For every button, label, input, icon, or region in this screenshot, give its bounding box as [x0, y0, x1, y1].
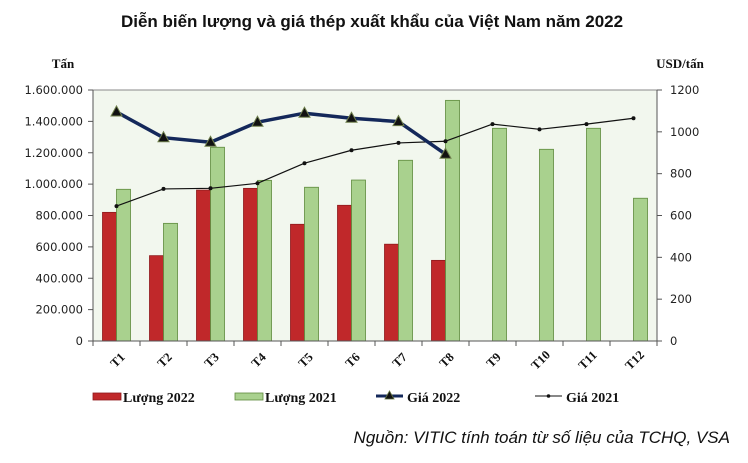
left-y-axis: 0 200.000 400.000 600.000 800.000 1.000.000 1.… [24, 83, 94, 348]
right-tick-label: 1000 [670, 125, 699, 139]
left-tick-label: 1.200.000 [24, 146, 83, 160]
right-y-axis: 0 200 400 600 800 1000 1200 [656, 83, 699, 348]
line-giá-2021 [116, 117, 634, 207]
x-tick-label: T1 [108, 350, 128, 370]
line-giá-2022 [115, 110, 447, 156]
dot-marker-icon [546, 394, 551, 398]
left-tick-label: 1.000.000 [24, 177, 83, 191]
chart-title: Diễn biến lượng và giá thép xuất khẩu củ… [121, 12, 623, 31]
bar-lượng-2021-t5 [304, 186, 319, 342]
x-tick-label: T12 [622, 348, 647, 373]
left-tick-label: 200.000 [35, 303, 83, 317]
triangle-marker-icon [251, 115, 264, 127]
triangle-marker-icon [439, 147, 452, 159]
right-tick-label: 200 [670, 292, 692, 306]
left-tick-label: 800.000 [35, 209, 83, 223]
triangle-marker-icon [110, 104, 123, 117]
bar-lượng-2021-t7 [398, 159, 413, 342]
legend-item-luong-2022: Lượng 2022 [92, 391, 195, 406]
triangle-marker-icon [157, 130, 170, 143]
x-tick-label: T3 [202, 350, 222, 370]
dot-marker-icon [114, 204, 119, 209]
left-tick-label: 400.000 [35, 271, 83, 285]
dot-marker-icon [537, 127, 542, 132]
right-tick-label: 800 [670, 167, 692, 181]
x-tick-label: T4 [249, 350, 270, 371]
bar-lượng-2022-t4 [243, 187, 258, 342]
x-tick-label: T6 [343, 350, 363, 370]
right-tick-label: 600 [670, 209, 692, 223]
left-tick-label: 600.000 [35, 240, 83, 254]
legend-item-gia-2021: Giá 2021 [535, 391, 619, 406]
left-tick-label: 1.600.000 [24, 83, 83, 97]
x-tick-label: T11 [576, 348, 600, 372]
dot-marker-icon [255, 181, 260, 186]
dot-marker-icon [208, 186, 213, 191]
dot-marker-icon [490, 122, 495, 127]
legend-swatch-green [234, 392, 264, 401]
bar-lượng-2021-t3 [210, 146, 225, 342]
bar-lượng-2021-t1 [116, 188, 131, 342]
dot-marker-icon [443, 139, 448, 144]
dot-marker-icon [631, 116, 636, 121]
bar-lượng-2021-t6 [351, 179, 366, 342]
bar-lượng-2022-t1 [102, 211, 117, 342]
legend-label: Lượng 2021 [265, 391, 337, 406]
legend-label: Giá 2022 [407, 391, 460, 406]
triangle-marker-icon [298, 106, 311, 118]
left-tick-label: 1.400.000 [24, 114, 83, 128]
dot-marker-icon [349, 148, 354, 153]
x-tick-label: T10 [528, 348, 553, 373]
x-tick-label: T2 [155, 350, 175, 370]
bar-lượng-2021-t2 [163, 222, 178, 342]
legend-item-gia-2022: Giá 2022 [376, 390, 460, 406]
bar-lượng-2021-t12 [633, 197, 648, 342]
legend: Lượng 2022 Lượng 2021 Giá 2022 Giá 2021 [92, 390, 619, 406]
dot-marker-icon [584, 122, 589, 127]
bar-lượng-2022-t7 [384, 243, 399, 342]
x-tick-label: T7 [390, 350, 410, 370]
bar-series [102, 99, 648, 342]
triangle-marker-icon [392, 114, 405, 127]
right-tick-label: 1200 [670, 83, 699, 97]
triangle-marker-icon [345, 111, 358, 123]
x-tick-label: T5 [296, 350, 316, 370]
left-axis-unit: Tấn [52, 56, 75, 71]
bar-lượng-2021-t4 [257, 179, 272, 342]
dot-marker-icon [302, 161, 307, 166]
dot-marker-icon [396, 140, 401, 145]
bar-lượng-2022-t5 [290, 223, 305, 342]
bar-lượng-2021-t9 [492, 127, 507, 342]
triangle-marker-icon [204, 135, 217, 147]
right-tick-label: 400 [670, 250, 692, 264]
legend-item-luong-2021: Lượng 2021 [234, 391, 337, 406]
x-tick-label: T8 [437, 350, 457, 370]
plot-area [92, 89, 658, 342]
bar-lượng-2022-t6 [337, 204, 352, 342]
right-tick-label: 0 [670, 334, 677, 348]
dot-marker-icon [161, 186, 166, 191]
legend-label: Lượng 2022 [123, 391, 195, 406]
bar-lượng-2021-t10 [539, 148, 554, 342]
bar-lượng-2022-t3 [196, 189, 211, 342]
legend-swatch-red [92, 392, 122, 401]
source-note: Nguồn: VITIC tính toán từ số liệu của TC… [354, 428, 730, 447]
legend-label: Giá 2021 [566, 391, 619, 406]
left-tick-label: 0 [76, 334, 83, 348]
bar-lượng-2022-t2 [149, 255, 164, 342]
x-tick-label: T9 [484, 350, 504, 370]
line-series [110, 104, 636, 209]
bar-lượng-2022-t8 [431, 259, 446, 342]
x-axis: T1 T2 T3 T4 T5 T6 T7 T8 T9 T10 T11 T12 [92, 340, 658, 373]
triangle-marker-icon [384, 390, 395, 400]
right-axis-unit: USD/tấn [656, 56, 704, 71]
bar-lượng-2021-t11 [586, 127, 601, 342]
